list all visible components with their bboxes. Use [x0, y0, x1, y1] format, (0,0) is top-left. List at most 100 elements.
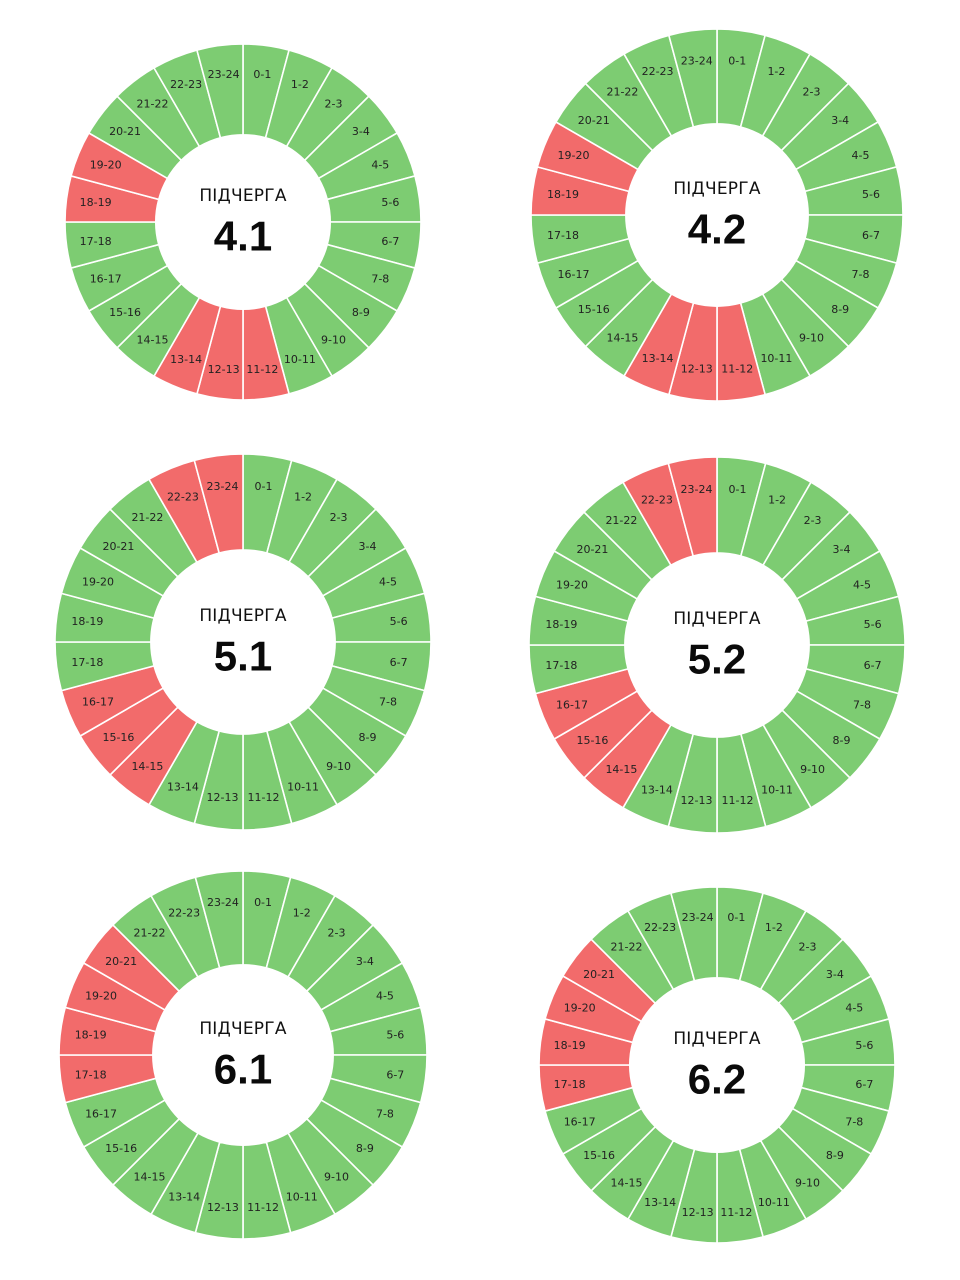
dial-svg: 0-1 1-2 2-3 3-4 4-5 5-6 6-7 7-8 8-9 9-10 10-11 11-1… — [530, 28, 904, 402]
hour-label: 2-3 — [803, 85, 821, 98]
hour-label: 11-12 — [248, 791, 280, 804]
hour-label: 10-11 — [286, 1190, 318, 1203]
center-hole — [630, 978, 804, 1152]
hour-segment-23-24-power — [195, 43, 244, 139]
hour-label: 8-9 — [833, 734, 851, 747]
subqueue-number: 4.1 — [214, 213, 272, 260]
hour-label: 10-11 — [284, 353, 316, 366]
hour-label: 0-1 — [255, 480, 273, 493]
hour-label: 22-23 — [168, 907, 200, 920]
hour-label: 11-12 — [721, 362, 753, 375]
hour-label: 6-7 — [381, 235, 399, 248]
hour-label: 5-6 — [390, 615, 408, 628]
hour-label: 9-10 — [799, 332, 824, 345]
hour-label: 18-19 — [80, 196, 112, 209]
hour-label: 8-9 — [356, 1142, 374, 1155]
dial-svg: 0-1 1-2 2-3 3-4 4-5 5-6 6-7 7-8 8-9 9-10 10-11 11-1… — [528, 456, 906, 834]
hour-label: 8-9 — [826, 1149, 844, 1162]
hour-label: 8-9 — [352, 306, 370, 319]
hour-label: 23-24 — [208, 68, 240, 81]
hour-label: 11-12 — [722, 794, 754, 807]
hour-label: 3-4 — [352, 125, 370, 138]
hour-label: 14-15 — [133, 1170, 165, 1183]
hour-label: 13-14 — [642, 352, 674, 365]
hour-label: 23-24 — [681, 55, 713, 68]
outage-dial-6-1: 0-1 1-2 2-3 3-4 4-5 5-6 6-7 7-8 8-9 9-10 10-11 11-1… — [57, 869, 429, 1241]
subqueue-number: 6.1 — [214, 1046, 272, 1093]
hour-label: 9-10 — [326, 760, 351, 773]
subqueue-caption: ПІДЧЕРГА — [199, 606, 286, 626]
hour-label: 7-8 — [371, 272, 389, 285]
hour-label: 1-2 — [294, 490, 312, 503]
hour-label: 22-23 — [644, 921, 676, 934]
hour-label: 18-19 — [554, 1039, 586, 1052]
hour-label: 3-4 — [831, 114, 849, 127]
hour-label: 3-4 — [359, 540, 377, 553]
subqueue-number: 5.2 — [688, 636, 746, 683]
hour-label: 1-2 — [768, 493, 786, 506]
hour-label: 6-7 — [862, 229, 880, 242]
hour-label: 20-21 — [105, 955, 137, 968]
hour-label: 3-4 — [826, 968, 844, 981]
hour-label: 15-16 — [578, 303, 610, 316]
hour-label: 1-2 — [765, 921, 783, 934]
hour-label: 10-11 — [761, 784, 793, 797]
hour-label: 11-12 — [720, 1206, 752, 1219]
center-hole — [151, 550, 335, 734]
hour-label: 18-19 — [545, 618, 577, 631]
hour-label: 4-5 — [853, 578, 871, 591]
hour-label: 5-6 — [855, 1039, 873, 1052]
hour-label: 9-10 — [800, 763, 825, 776]
hour-label: 6-7 — [390, 656, 408, 669]
hour-label: 0-1 — [727, 911, 745, 924]
hour-label: 2-3 — [328, 927, 346, 940]
subqueue-caption: ПІДЧЕРГА — [673, 1029, 760, 1049]
hour-label: 11-12 — [246, 363, 278, 376]
hour-label: 15-16 — [102, 731, 134, 744]
hour-label: 3-4 — [833, 543, 851, 556]
hour-segment-23-24-power — [667, 28, 718, 128]
hour-label: 6-7 — [386, 1069, 404, 1082]
hour-label: 1-2 — [767, 65, 785, 78]
hour-label: 4-5 — [852, 149, 870, 162]
subqueue-caption: ПІДЧЕРГА — [673, 609, 760, 629]
center-hole — [625, 553, 809, 737]
hour-label: 17-18 — [547, 229, 579, 242]
outage-dial-4-2: 0-1 1-2 2-3 3-4 4-5 5-6 6-7 7-8 8-9 9-10 10-11 11-1… — [529, 27, 905, 403]
hour-label: 16-17 — [558, 268, 590, 281]
hour-label: 6-7 — [864, 659, 882, 672]
hour-label: 7-8 — [852, 268, 870, 281]
hour-label: 6-7 — [855, 1078, 873, 1091]
hour-label: 7-8 — [845, 1115, 863, 1128]
subqueue-number: 5.1 — [214, 633, 272, 680]
hour-label: 2-3 — [324, 98, 342, 111]
hour-label: 23-24 — [681, 483, 713, 496]
hour-label: 5-6 — [381, 196, 399, 209]
subqueue-number: 6.2 — [688, 1056, 746, 1103]
hour-label: 8-9 — [359, 731, 377, 744]
subqueue-caption: ПІДЧЕРГА — [673, 179, 760, 199]
hour-label: 10-11 — [760, 352, 792, 365]
dial-svg: 0-1 1-2 2-3 3-4 4-5 5-6 6-7 7-8 8-9 9-10 10-11 11-1… — [64, 43, 422, 401]
hour-label: 11-12 — [247, 1201, 279, 1214]
hour-label: 23-24 — [207, 896, 239, 909]
hour-label: 13-14 — [641, 784, 673, 797]
hour-label: 17-18 — [545, 659, 577, 672]
hour-label: 8-9 — [831, 303, 849, 316]
hour-label: 12-13 — [208, 363, 240, 376]
hour-label: 21-22 — [605, 514, 637, 527]
hour-label: 18-19 — [75, 1028, 107, 1041]
hour-label: 0-1 — [728, 55, 746, 68]
hour-label: 17-18 — [71, 656, 103, 669]
hour-label: 0-1 — [253, 68, 271, 81]
hour-label: 15-16 — [583, 1149, 615, 1162]
hour-label: 5-6 — [862, 188, 880, 201]
hour-label: 20-21 — [578, 114, 610, 127]
hour-label: 21-22 — [611, 941, 643, 954]
hour-label: 0-1 — [729, 483, 747, 496]
outage-dial-5-1: 0-1 1-2 2-3 3-4 4-5 5-6 6-7 7-8 8-9 9-10 10-11 11-1… — [53, 452, 433, 832]
hour-label: 22-23 — [167, 490, 199, 503]
hour-label: 2-3 — [798, 941, 816, 954]
subqueue-number: 4.2 — [688, 206, 746, 253]
hour-label: 7-8 — [853, 699, 871, 712]
